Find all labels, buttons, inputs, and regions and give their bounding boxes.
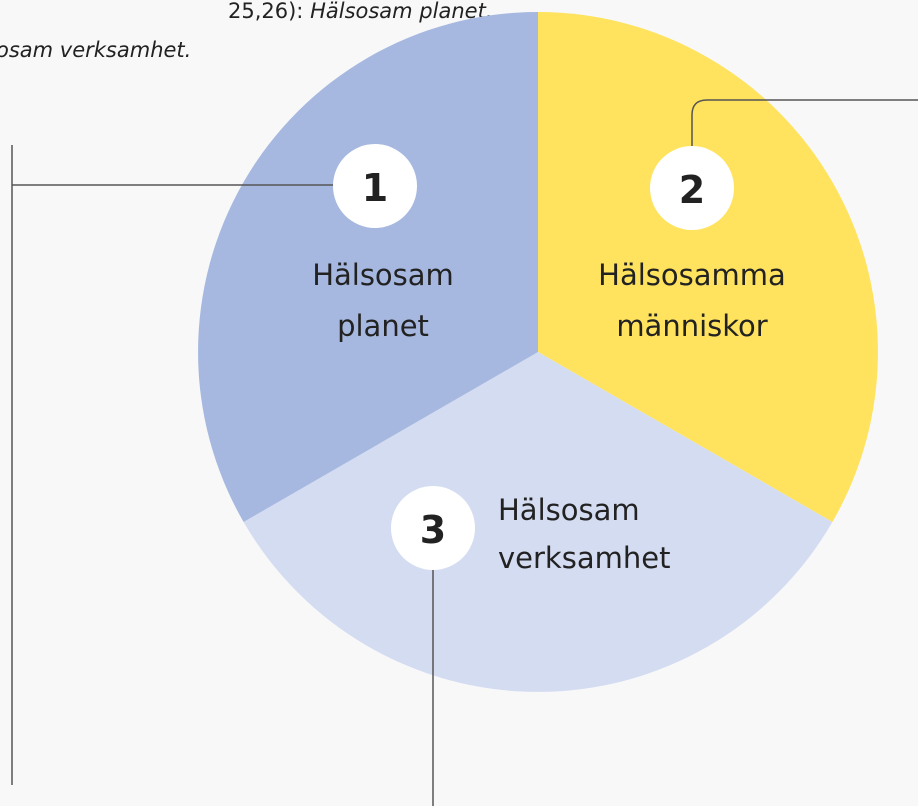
caption-text: Hälsosam planet, [310,0,492,23]
segment-label: människor [616,309,767,343]
badge [391,486,475,570]
segment-healthy-people [538,12,878,522]
segment-label: Hälsosam [312,258,454,292]
segment-number: 2 [679,168,705,212]
caption-line-1: 25,26): Hälsosam planet, [228,0,492,23]
badge [333,144,417,228]
connector-2 [691,99,918,148]
segment-number: 3 [420,508,446,552]
segment-healthy-business [243,352,833,692]
segment-healthy-planet [198,12,538,522]
segment-number: 1 [362,166,388,210]
caption-line-2: osam verksamhet. [0,38,191,62]
segment-label: Hälsosamma [598,258,786,292]
segment-label: Hälsosam [498,493,640,527]
segment-label: planet [337,309,429,343]
connector-1 [11,145,334,785]
segment-label: verksamhet [498,541,670,575]
badge [650,146,734,230]
caption-text: 25,26): [228,0,303,23]
